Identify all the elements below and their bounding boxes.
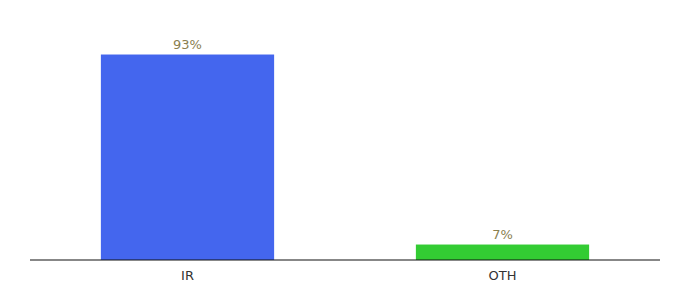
x-tick-label: OTH (489, 268, 517, 283)
bar (101, 55, 274, 260)
chart-container: 93% 7% IR OTH (0, 0, 680, 300)
x-tick-label: IR (181, 268, 194, 283)
x-axis (30, 259, 660, 260)
data-label: 7% (492, 227, 513, 242)
data-label: 93% (173, 37, 202, 52)
bars (101, 55, 589, 260)
x-tick-labels: IR OTH (181, 268, 516, 283)
chart: 93% 7% IR OTH (0, 0, 680, 300)
bar (416, 245, 589, 260)
data-labels: 93% 7% (173, 37, 513, 242)
